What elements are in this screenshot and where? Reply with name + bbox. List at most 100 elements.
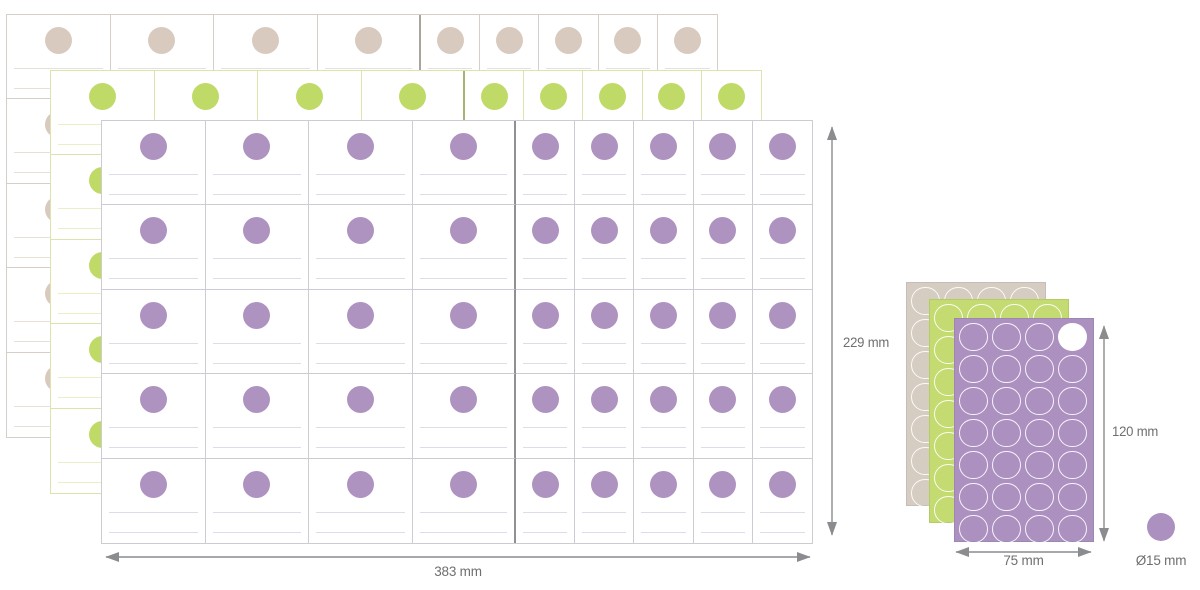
writing-line bbox=[316, 511, 405, 513]
writing-line bbox=[212, 278, 301, 280]
writing-line bbox=[582, 174, 627, 175]
circle-sticker-outline bbox=[1025, 482, 1054, 512]
writing-line bbox=[641, 258, 686, 260]
small-width-label: 75 mm bbox=[1003, 553, 1044, 568]
dot-sticker-purple bbox=[449, 386, 477, 414]
writing-line bbox=[759, 342, 805, 344]
writing-line bbox=[419, 531, 507, 533]
dot-sticker-purple bbox=[346, 301, 374, 329]
writing-line bbox=[582, 511, 627, 513]
writing-line bbox=[523, 362, 568, 364]
writing-line bbox=[641, 531, 686, 533]
dot-sticker-green bbox=[539, 83, 567, 110]
dot-sticker-purple bbox=[139, 301, 167, 329]
dot-sticker-beige bbox=[614, 27, 642, 54]
sheet-cell bbox=[693, 205, 753, 290]
circle-sticker-outline bbox=[934, 303, 963, 333]
dot-sticker-purple bbox=[649, 470, 677, 498]
writing-line bbox=[419, 362, 507, 364]
writing-line bbox=[109, 511, 198, 513]
dot-sticker-green bbox=[192, 83, 220, 110]
writing-line bbox=[700, 342, 745, 344]
writing-line bbox=[109, 342, 198, 344]
dot-sticker-beige bbox=[148, 27, 176, 54]
circle-sticker-outline bbox=[992, 354, 1021, 384]
sheet-cell bbox=[412, 121, 516, 206]
circle-sticker-outline bbox=[1025, 418, 1054, 448]
dot-sticker-purple bbox=[709, 217, 737, 245]
dot-sticker-purple bbox=[709, 470, 737, 498]
dot-sticker-beige bbox=[554, 27, 582, 54]
dot-sticker-purple bbox=[768, 301, 796, 329]
writing-line bbox=[109, 531, 198, 533]
small-height-label: 120 mm bbox=[1112, 424, 1159, 439]
writing-line bbox=[221, 68, 310, 69]
circle-sticker-outline bbox=[1025, 514, 1054, 544]
writing-line bbox=[109, 278, 198, 280]
large-width-label: 383 mm bbox=[434, 564, 482, 579]
dot-sticker-purple bbox=[139, 470, 167, 498]
writing-line bbox=[582, 362, 627, 364]
circle-sticker-outline bbox=[1058, 386, 1087, 416]
writing-line bbox=[523, 278, 568, 280]
writing-line bbox=[700, 194, 745, 195]
writing-line bbox=[109, 174, 198, 175]
writing-line bbox=[523, 342, 568, 344]
writing-line bbox=[700, 531, 745, 533]
sample-dot-sticker bbox=[1147, 513, 1175, 541]
dot-sticker-beige bbox=[673, 27, 701, 54]
circle-sticker-outline bbox=[1025, 386, 1054, 416]
dot-sticker-purple bbox=[768, 217, 796, 245]
writing-line bbox=[212, 194, 301, 195]
sheet-cell bbox=[205, 205, 309, 290]
sticker-sheet-large-purple bbox=[101, 120, 813, 544]
dot-sticker-purple bbox=[590, 386, 618, 414]
circle-sticker-outline bbox=[959, 354, 988, 384]
writing-line bbox=[759, 362, 805, 364]
writing-line bbox=[759, 531, 805, 533]
circle-sticker-outline bbox=[959, 418, 988, 448]
sheet-cell bbox=[421, 15, 481, 100]
dot-sticker-green bbox=[658, 83, 686, 110]
writing-line bbox=[641, 342, 686, 344]
writing-line bbox=[212, 258, 301, 260]
writing-line bbox=[428, 68, 473, 69]
dot-sticker-purple bbox=[346, 386, 374, 414]
dot-sticker-beige bbox=[354, 27, 382, 54]
large-height-label: 229 mm bbox=[843, 335, 890, 350]
writing-line bbox=[419, 258, 507, 260]
dot-sticker-purple bbox=[243, 217, 271, 245]
sheet-cell bbox=[205, 121, 309, 206]
writing-line bbox=[109, 258, 198, 260]
sheet-cell bbox=[206, 458, 309, 543]
writing-line bbox=[212, 531, 301, 533]
dot-sticker-purple bbox=[139, 133, 167, 160]
writing-line bbox=[700, 258, 745, 260]
dot-sticker-purple bbox=[531, 301, 559, 329]
writing-line bbox=[316, 258, 405, 260]
writing-line bbox=[316, 194, 405, 195]
writing-line bbox=[316, 342, 405, 344]
writing-line bbox=[664, 68, 710, 69]
dot-sticker-beige bbox=[251, 27, 279, 54]
writing-line bbox=[759, 194, 805, 195]
peeled-sticker-spot bbox=[1058, 322, 1087, 352]
sheet-cell bbox=[634, 374, 694, 459]
sheet-cell bbox=[516, 458, 576, 543]
dot-sticker-purple bbox=[531, 133, 559, 160]
dot-sticker-beige bbox=[44, 27, 72, 54]
sheet-cell bbox=[516, 121, 576, 206]
writing-line bbox=[523, 511, 568, 513]
circle-sticker-outline bbox=[1025, 354, 1054, 384]
writing-line bbox=[759, 511, 805, 513]
dot-sticker-beige bbox=[436, 27, 464, 54]
dot-sticker-purple bbox=[709, 386, 737, 414]
writing-line bbox=[582, 447, 627, 449]
circle-sticker-outline bbox=[959, 322, 988, 352]
writing-line bbox=[700, 362, 745, 364]
writing-line bbox=[523, 258, 568, 260]
writing-line bbox=[523, 531, 568, 533]
sheet-cell bbox=[634, 205, 694, 290]
sheet-cell bbox=[205, 374, 309, 459]
writing-line bbox=[316, 174, 405, 175]
